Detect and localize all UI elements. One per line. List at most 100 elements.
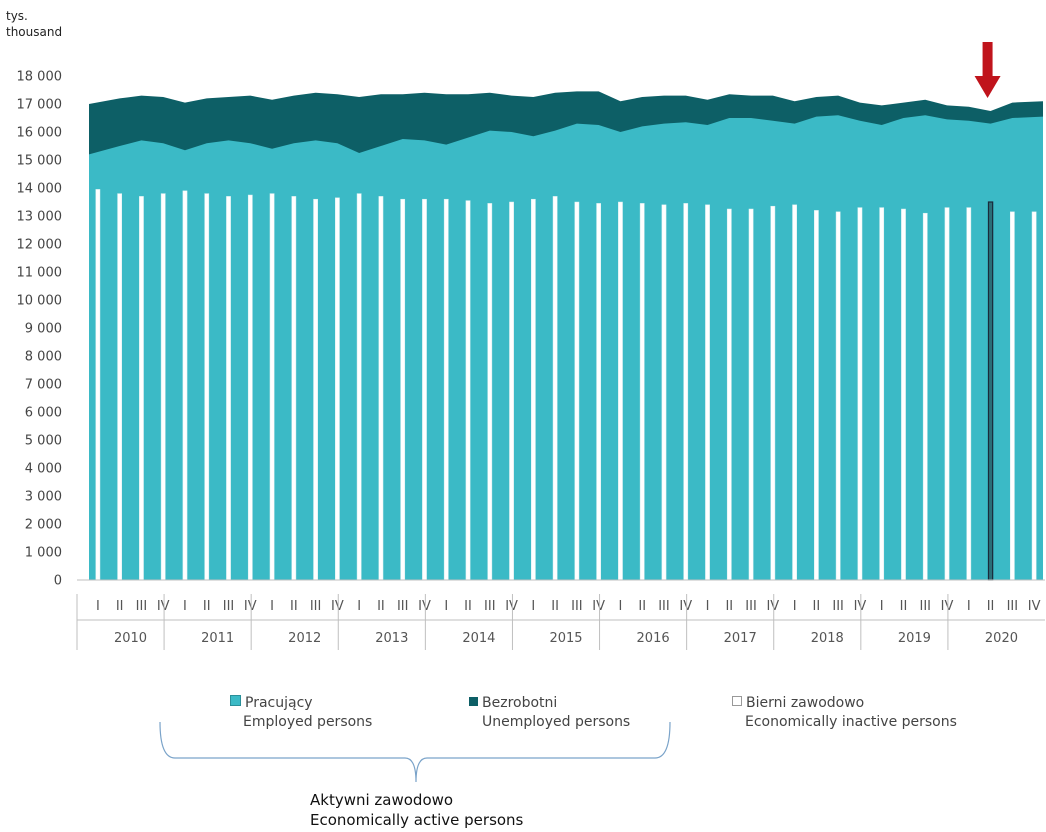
inactive-bar (987, 201, 994, 581)
inactive-bar (661, 204, 667, 581)
inactive-bar (944, 207, 950, 581)
quarter-tick-label: II (377, 599, 385, 614)
quarter-tick-label: II (290, 599, 298, 614)
inactive-bar (247, 194, 253, 581)
unit-label-en: thousand (6, 25, 63, 39)
inactive-bar (422, 198, 427, 581)
quarter-tick-label: IV (244, 599, 257, 614)
y-tick-label: 2 000 (25, 518, 62, 533)
quarter-tick-label: II (813, 599, 821, 614)
inactive-bar (335, 197, 340, 581)
inactive-bar (182, 190, 188, 581)
quarter-tick-label: II (464, 599, 472, 614)
employed-area (89, 115, 1043, 580)
inactive-bar (901, 208, 906, 581)
year-tick-label: 2013 (375, 631, 408, 646)
y-tick-label: 7 000 (25, 378, 62, 393)
inactive-bar (966, 207, 972, 581)
quarter-tick-label: III (658, 599, 670, 614)
inactive-bar (1031, 211, 1037, 581)
quarter-tick-label: I (183, 599, 187, 614)
active-persons-label-pl: Aktywni zawodowo (310, 791, 454, 809)
y-tick-label: 11 000 (17, 266, 63, 281)
y-tick-label: 1 000 (25, 546, 62, 561)
legend-employed-en: Employed persons (243, 714, 373, 730)
inactive-bar (792, 204, 797, 581)
y-tick-label: 13 000 (17, 210, 63, 225)
quarter-tick-label: III (484, 599, 496, 614)
quarter-tick-label: III (571, 599, 583, 614)
active-persons-label: Aktywni zawodowo Economically active per… (310, 790, 523, 830)
quarter-tick-label: IV (331, 599, 344, 614)
highlight-arrow-shaft (982, 42, 993, 78)
quarter-tick-label: I (706, 599, 710, 614)
y-tick-label: 10 000 (17, 294, 63, 309)
y-tick-label: 3 000 (25, 490, 62, 505)
inactive-bar (356, 193, 362, 581)
inactive-bar (509, 201, 514, 581)
quarter-tick-label: IV (157, 599, 170, 614)
inactive-bar (400, 198, 406, 581)
inactive-bar (291, 196, 297, 581)
year-tick-label: 2020 (985, 631, 1018, 646)
inactive-bar (835, 211, 841, 581)
y-tick-label: 12 000 (17, 238, 63, 253)
y-tick-label: 17 000 (17, 98, 63, 113)
y-tick-label: 0 (54, 574, 62, 589)
inactive-bar (770, 205, 776, 581)
quarter-tick-label: I (967, 599, 971, 614)
year-tick-label: 2012 (288, 631, 321, 646)
active-persons-label-en: Economically active persons (310, 811, 524, 829)
quarter-tick-label: IV (1028, 599, 1041, 614)
legend-employed-swatch (230, 695, 241, 706)
legend-unemployed-en: Unemployed persons (482, 714, 631, 730)
inactive-bar (922, 212, 928, 581)
inactive-bar (443, 198, 449, 581)
y-axis-unit-label: tys. thousand (6, 8, 62, 40)
inactive-bar (596, 203, 602, 581)
quarter-tick-label: IV (418, 599, 431, 614)
quarter-tick-label: II (900, 599, 908, 614)
year-tick-label: 2011 (201, 631, 234, 646)
year-tick-label: 2018 (811, 631, 844, 646)
quarter-tick-label: IV (766, 599, 779, 614)
inactive-bar (1009, 211, 1015, 581)
inactive-bar (204, 193, 210, 581)
inactive-bar (683, 203, 689, 581)
inactive-bar (160, 193, 166, 581)
quarter-tick-label: III (745, 599, 757, 614)
inactive-bar (95, 189, 101, 581)
inactive-bar (879, 207, 885, 581)
quarter-tick-label: IV (941, 599, 954, 614)
year-tick-label: 2016 (637, 631, 670, 646)
quarter-tick-label: I (96, 599, 100, 614)
quarter-tick-label: III (1007, 599, 1019, 614)
inactive-bar (530, 198, 536, 581)
y-tick-label: 16 000 (17, 126, 63, 141)
quarter-tick-label: I (357, 599, 361, 614)
quarter-tick-label: III (310, 599, 322, 614)
quarter-tick-label: II (551, 599, 559, 614)
inactive-bar (465, 200, 471, 581)
quarter-tick-label: II (638, 599, 646, 614)
inactive-bar (117, 193, 123, 581)
inactive-bar (618, 201, 623, 581)
legend-inactive-pl: Bierni zawodowo (746, 695, 865, 711)
inactive-bar (574, 201, 580, 581)
year-tick-label: 2017 (724, 631, 757, 646)
year-tick-label: 2019 (898, 631, 931, 646)
legend-unemployed-pl: Bezrobotni (482, 695, 558, 711)
inactive-bar (269, 193, 275, 581)
quarter-tick-label: II (203, 599, 211, 614)
quarter-tick-label: II (116, 599, 124, 614)
quarter-tick-label: I (880, 599, 884, 614)
y-tick-label: 8 000 (25, 350, 62, 365)
year-tick-label: 2015 (549, 631, 582, 646)
y-tick-label: 14 000 (17, 182, 63, 197)
inactive-bar (814, 210, 819, 581)
quarter-tick-label: I (444, 599, 448, 614)
labour-market-chart: 0 1 000 2 000 3 000 4 000 5 000 6 000 7 000 8 00… (17, 42, 1045, 650)
inactive-bar (487, 203, 493, 581)
legend-inactive-en: Economically inactive persons (745, 714, 957, 730)
year-tick-label: 2010 (114, 631, 147, 646)
